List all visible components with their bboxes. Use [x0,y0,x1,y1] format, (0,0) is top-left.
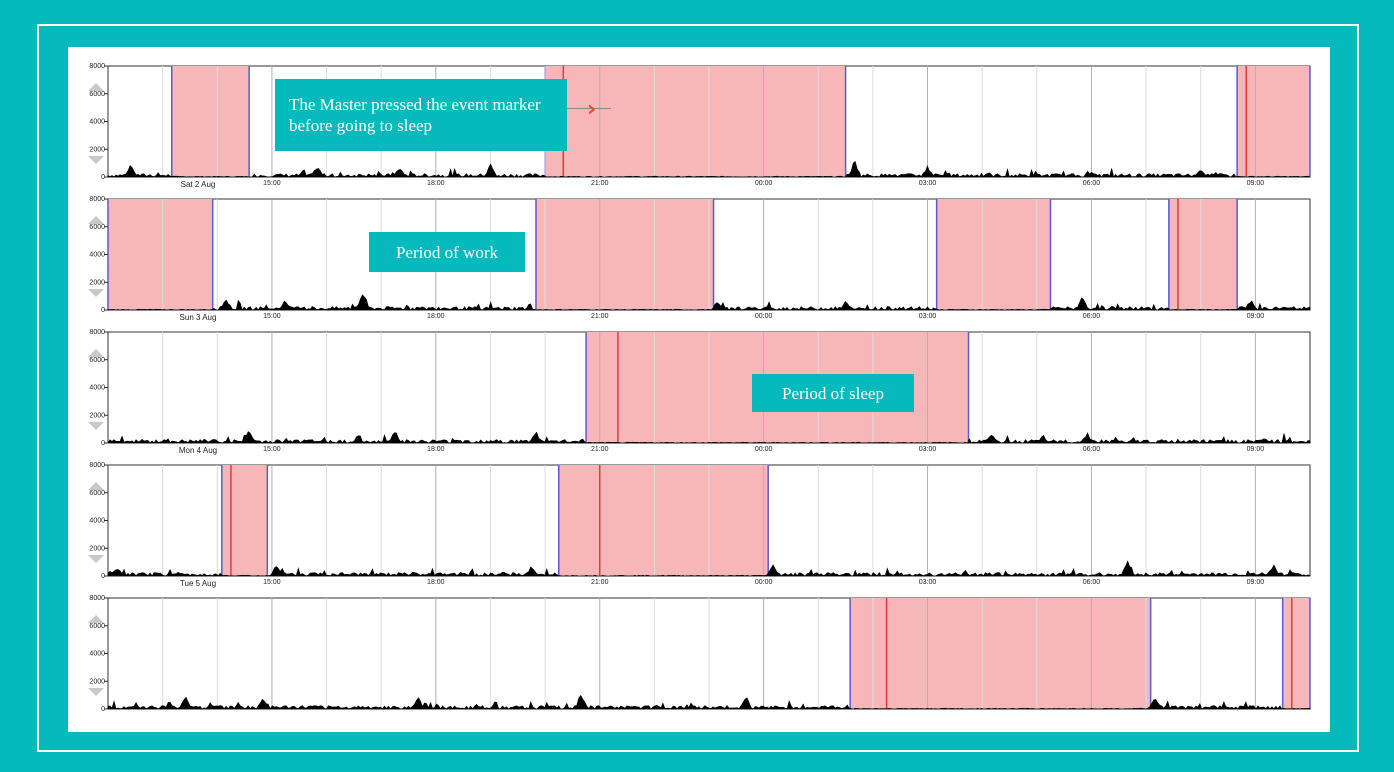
event-marker-annotation: The Master pressed the event marker befo… [275,79,567,151]
y-tick-label: 4000 [89,119,105,126]
y-tick-label: 4000 [89,385,105,392]
x-tick-label: 21:00 [591,446,609,453]
x-tick-label: 03:00 [919,446,937,453]
y-tick-label: 8000 [89,196,105,203]
sleep-period-shade [108,199,213,310]
y-tick-label: 0 [101,174,105,181]
sleep-period-shade [558,465,769,576]
y-tick-label: 0 [101,573,105,580]
x-tick-label: 15:00 [263,579,281,586]
activity-trace [107,560,1311,577]
x-tick-label: 06:00 [1083,180,1101,187]
y-tick-label: 6000 [89,357,105,364]
y-tick-label: 6000 [89,490,105,497]
scroll-up-icon [88,349,104,357]
x-tick-label: 09:00 [1247,180,1265,187]
y-tick-label: 8000 [89,462,105,469]
y-tick-label: 6000 [89,224,105,231]
x-tick-label: 03:00 [919,313,937,320]
activity-trace [107,294,1311,311]
x-tick-label: 18:00 [427,313,445,320]
chevron-right-icon: › [587,97,597,122]
y-tick-label: 8000 [89,595,105,602]
x-tick-label: 09:00 [1247,446,1265,453]
x-tick-label: 03:00 [919,180,937,187]
day-label: Tue 5 Aug [180,579,216,588]
x-tick-label: 21:00 [591,579,609,586]
sleep-period-shade [936,199,1051,310]
scroll-down-icon [88,422,104,430]
y-tick-label: 4000 [89,518,105,525]
activity-trace [107,431,1311,444]
scroll-up-icon [88,216,104,224]
x-tick-label: 00:00 [755,180,773,187]
sleep-period-shade [1237,66,1310,177]
y-tick-label: 4000 [89,252,105,259]
y-tick-label: 6000 [89,623,105,630]
x-tick-label: 18:00 [427,446,445,453]
x-tick-label: 00:00 [755,313,773,320]
x-tick-label: 15:00 [263,180,281,187]
x-tick-label: 09:00 [1247,313,1265,320]
y-tick-label: 0 [101,706,105,713]
scroll-up-icon [88,83,104,91]
y-tick-label: 6000 [89,91,105,98]
x-tick-label: 00:00 [755,579,773,586]
annotation-leader-line [567,108,611,109]
scroll-down-icon [88,555,104,563]
y-tick-label: 2000 [89,678,105,685]
y-tick-label: 8000 [89,329,105,336]
day-label: Mon 4 Aug [179,446,217,455]
day-label: Sun 3 Aug [180,313,217,322]
y-tick-label: 4000 [89,651,105,658]
sleep-period-shade [221,465,268,576]
y-tick-label: 2000 [89,545,105,552]
x-tick-label: 06:00 [1083,446,1101,453]
scroll-up-icon [88,615,104,623]
sleep-period-shade [545,66,846,177]
sleep-period-shade [1168,199,1238,310]
x-tick-label: 06:00 [1083,579,1101,586]
x-tick-label: 21:00 [591,180,609,187]
sleep-period-shade [850,598,1151,709]
scroll-down-icon [88,156,104,164]
x-tick-label: 00:00 [755,446,773,453]
y-tick-label: 2000 [89,279,105,286]
y-tick-label: 0 [101,307,105,314]
scroll-down-icon [88,289,104,297]
x-tick-label: 15:00 [263,313,281,320]
x-tick-label: 21:00 [591,313,609,320]
day-label: Sat 2 Aug [181,180,216,189]
x-tick-label: 06:00 [1083,313,1101,320]
work-period-annotation: Period of work [369,232,525,272]
y-tick-label: 8000 [89,63,105,70]
sleep-period-shade [171,66,250,177]
y-tick-label: 2000 [89,146,105,153]
x-tick-label: 18:00 [427,579,445,586]
sleep-period-shade [1282,598,1310,709]
activity-trace [107,694,1311,710]
x-tick-label: 18:00 [427,180,445,187]
scroll-down-icon [88,688,104,696]
y-tick-label: 2000 [89,412,105,419]
sleep-period-shade [535,199,714,310]
x-tick-label: 15:00 [263,446,281,453]
sleep-period-annotation: Period of sleep [752,374,914,412]
x-tick-label: 09:00 [1247,579,1265,586]
x-tick-label: 03:00 [919,579,937,586]
scroll-up-icon [88,482,104,490]
y-tick-label: 0 [101,440,105,447]
activity-trace [107,160,1311,178]
